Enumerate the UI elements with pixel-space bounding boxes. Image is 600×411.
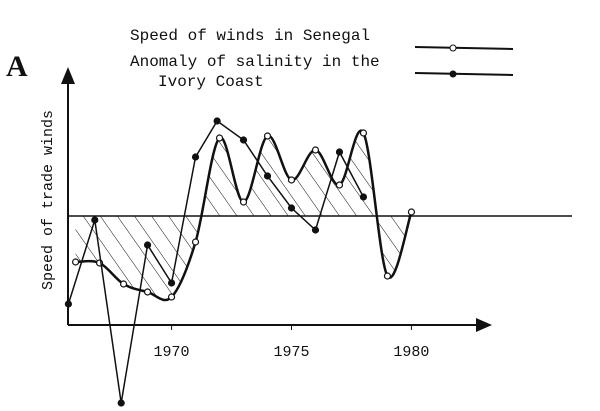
data-point (64, 300, 72, 308)
data-point (239, 136, 248, 144)
data-point (167, 279, 176, 287)
legend-line (414, 46, 514, 50)
data-point (263, 132, 272, 140)
data-point (383, 272, 392, 280)
data-point (287, 176, 296, 184)
data-point (91, 216, 99, 224)
x-tick-label: 1975 (273, 344, 309, 361)
data-point (359, 193, 368, 201)
data-point (359, 129, 368, 137)
data-point (191, 153, 200, 161)
legend-line (414, 72, 514, 76)
x-axis-arrow (476, 318, 492, 332)
data-point (215, 134, 224, 142)
data-point (71, 258, 80, 266)
data-point (239, 198, 248, 206)
data-point (311, 226, 320, 234)
data-point (143, 288, 152, 296)
data-point (117, 399, 125, 407)
panel-label: A (6, 50, 28, 83)
data-point (119, 280, 128, 288)
data-point (167, 293, 176, 301)
x-tick-label: 1970 (154, 344, 190, 361)
legend-marker (449, 44, 457, 52)
data-point (143, 241, 152, 249)
data-point (407, 208, 416, 216)
x-tick-label: 1980 (393, 344, 429, 361)
y-axis-arrow (61, 67, 75, 84)
hatch-area (75, 130, 412, 301)
data-point (287, 204, 296, 212)
legend-label: Speed of winds in Senegal (130, 27, 371, 45)
data-point (213, 117, 221, 125)
data-point (335, 181, 344, 189)
data-point (311, 146, 320, 154)
data-point (263, 172, 272, 180)
y-axis-label: Speed of trade winds (40, 110, 57, 290)
data-point (191, 238, 200, 246)
data-point (335, 148, 344, 156)
legend-marker (449, 70, 457, 78)
legend-label: Anomaly of salinity in the Ivory Coast (130, 53, 380, 91)
